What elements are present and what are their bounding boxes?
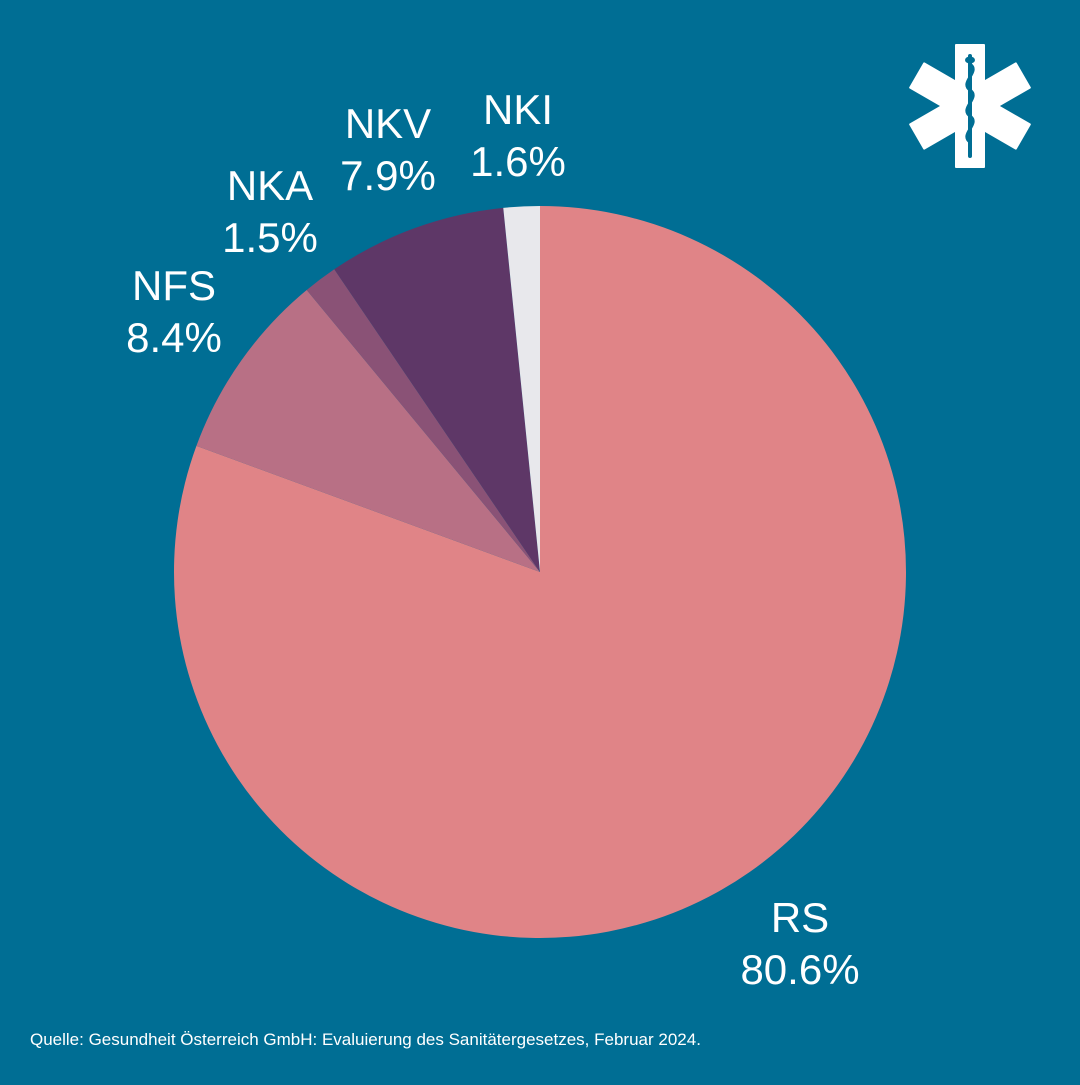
label-nfs-value: 8.4% xyxy=(126,314,222,361)
label-rs: RS 80.6% xyxy=(740,892,859,996)
label-nka-value: 1.5% xyxy=(222,214,318,261)
label-nfs: NFS 8.4% xyxy=(126,260,222,364)
slice-nka xyxy=(306,269,540,572)
label-nki-name: NKI xyxy=(482,86,554,133)
label-nki: NKI 1.6% xyxy=(470,84,566,188)
source-note: Quelle: Gesundheit Österreich GmbH: Eval… xyxy=(30,1030,701,1049)
label-nkv: NKV 7.9% xyxy=(340,98,436,202)
label-nkv-value: 7.9% xyxy=(340,152,436,199)
slice-nki xyxy=(503,206,540,572)
slice-nfs xyxy=(196,289,540,572)
label-nka: NKA 1.5% xyxy=(222,160,318,264)
slice-nkv xyxy=(334,207,540,572)
label-nki-value: 1.6% xyxy=(470,138,566,185)
star-of-life-icon xyxy=(909,44,1031,168)
label-nfs-name: NFS xyxy=(131,262,216,309)
label-rs-value: 80.6% xyxy=(740,946,860,993)
label-nka-name: NKA xyxy=(226,162,314,209)
label-nkv-name: NKV xyxy=(344,100,432,147)
label-rs-name: RS xyxy=(770,894,830,941)
